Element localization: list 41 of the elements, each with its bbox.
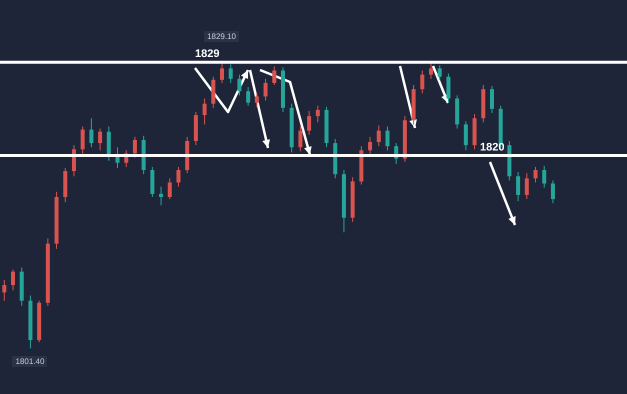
candlestick — [385, 126, 390, 151]
candlestick — [524, 172, 529, 200]
candlestick — [420, 70, 424, 94]
annotation: 1829.10 — [204, 31, 239, 42]
candlestick — [246, 86, 250, 106]
candlestick — [316, 105, 320, 123]
candlestick — [446, 73, 450, 104]
annotation: 1801.40 — [12, 356, 48, 368]
candlestick — [368, 136, 372, 156]
candlestick — [228, 64, 233, 84]
candlestick — [98, 128, 102, 151]
candlestick — [542, 165, 546, 188]
candlestick — [438, 64, 442, 80]
candlestick — [534, 166, 538, 183]
candlestick — [220, 60, 224, 84]
candlestick — [264, 78, 268, 102]
candlestick — [2, 279, 6, 302]
candlestick — [464, 120, 468, 151]
candlestick — [516, 172, 520, 202]
candlestick — [307, 110, 312, 136]
candlestick — [550, 180, 555, 204]
candlestick — [89, 118, 94, 148]
candlestick — [376, 124, 381, 147]
candlestick — [237, 74, 242, 96]
candlestick — [80, 126, 85, 156]
candlestick — [272, 66, 276, 86]
candlestick — [106, 126, 111, 162]
candlestick — [429, 62, 434, 80]
candlestick — [490, 86, 494, 114]
ref-line-label: 1820 — [480, 142, 504, 154]
candlestick — [150, 166, 154, 198]
candlestick — [132, 136, 137, 158]
candlestick — [176, 166, 180, 188]
candlestick — [254, 92, 259, 108]
candlestick — [202, 98, 207, 125]
candlestick — [11, 269, 16, 291]
candlestick — [211, 76, 216, 108]
candlestick — [298, 126, 302, 152]
candlestick — [159, 186, 164, 206]
candlestick — [168, 178, 172, 200]
ref-line-label: 1829 — [195, 48, 220, 60]
